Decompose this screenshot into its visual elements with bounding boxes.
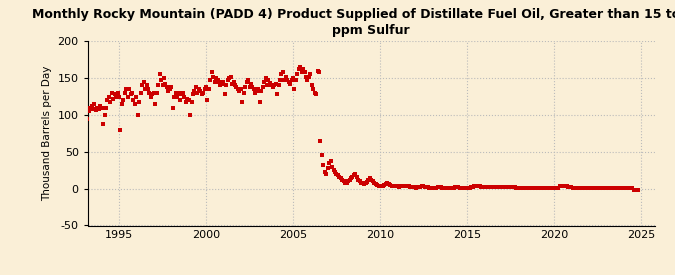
Y-axis label: Thousand Barrels per Day: Thousand Barrels per Day — [42, 66, 52, 201]
Title: Monthly Rocky Mountain (PADD 4) Product Supplied of Distillate Fuel Oil, Greater: Monthly Rocky Mountain (PADD 4) Product … — [32, 8, 675, 37]
